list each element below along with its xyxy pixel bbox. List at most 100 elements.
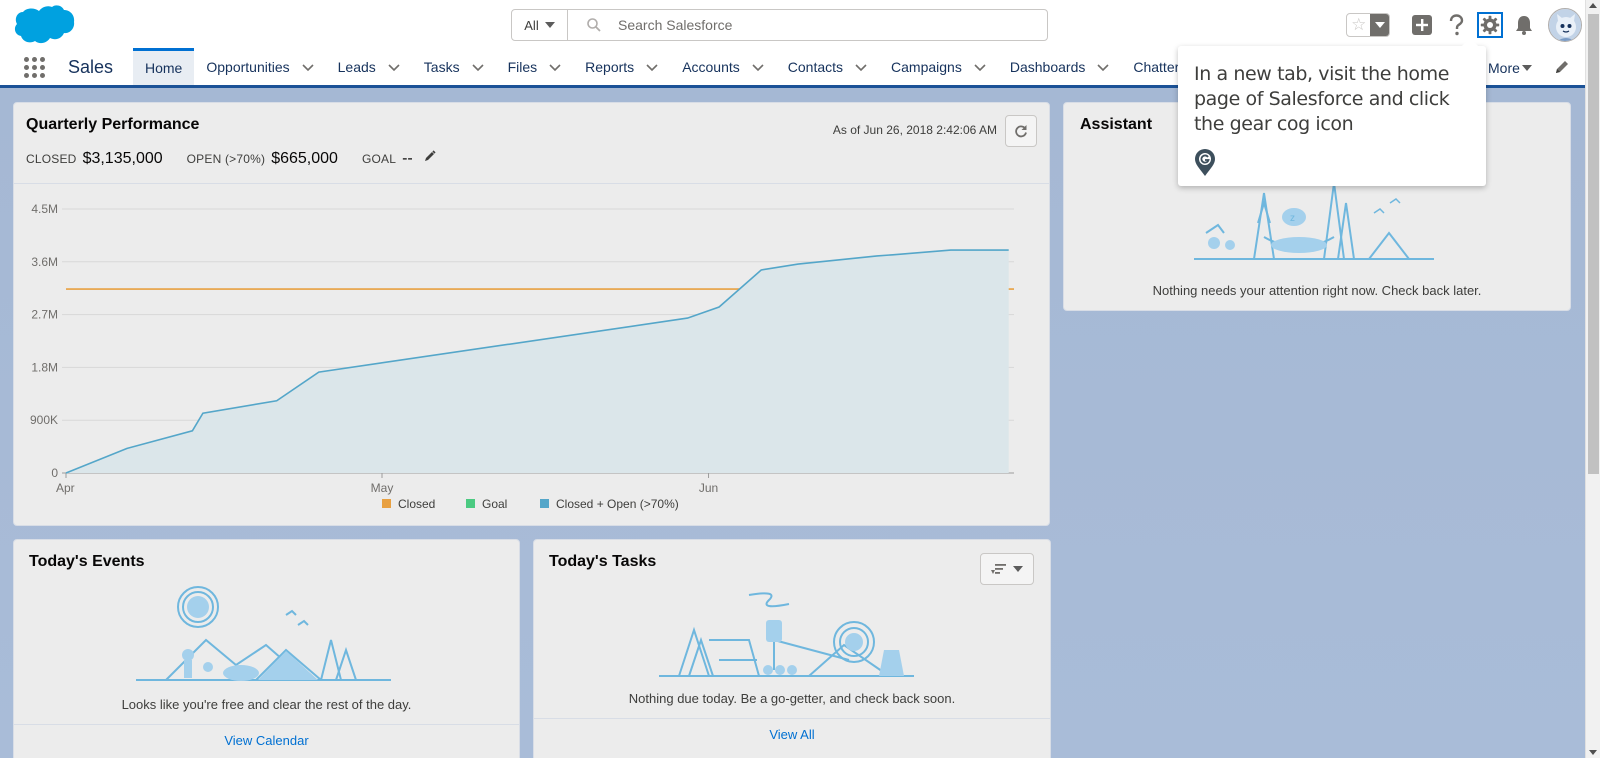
nav-tab-label: Dashboards xyxy=(1009,58,1086,75)
legend-swatch xyxy=(382,499,391,508)
nav-tab-campaigns[interactable]: Campaigns xyxy=(879,48,998,85)
favorites-star-icon[interactable]: ☆ xyxy=(1351,15,1367,34)
x-tick-label: Jun xyxy=(699,481,718,495)
nav-tab-label: Contacts xyxy=(787,58,844,75)
assistant-empty-message: Nothing needs your attention right now. … xyxy=(1152,283,1482,298)
search-input[interactable] xyxy=(618,10,1047,40)
tooltip-arrow xyxy=(1462,38,1478,46)
gear-icon xyxy=(1477,12,1503,38)
favorites-list-button[interactable] xyxy=(1370,14,1389,36)
nav-tab-dashboards[interactable]: Dashboards xyxy=(998,48,1122,85)
view-all-tasks-link[interactable]: View All xyxy=(534,718,1050,742)
nav-tab-tasks[interactable]: Tasks xyxy=(412,48,496,85)
events-empty-message: Looks like you're free and clear the res… xyxy=(121,697,412,712)
refresh-button[interactable] xyxy=(1005,115,1037,147)
caret-down-icon xyxy=(1374,22,1385,28)
nav-tab-leads[interactable]: Leads xyxy=(326,48,412,85)
add-icon xyxy=(1412,15,1432,35)
nav-tab-label: Opportunities xyxy=(206,58,290,75)
global-actions-add-icon[interactable] xyxy=(1406,9,1438,41)
favorites-group: ☆ xyxy=(1346,13,1390,37)
x-tick-label: May xyxy=(371,481,394,495)
user-avatar[interactable] xyxy=(1548,8,1582,42)
help-icon[interactable] xyxy=(1440,9,1472,41)
goal-label: GOAL xyxy=(361,152,397,166)
nav-more-menu[interactable]: More xyxy=(1488,60,1532,76)
chevron-down-icon[interactable] xyxy=(646,61,658,73)
goal-value: -- xyxy=(402,150,413,167)
salesforce-logo[interactable] xyxy=(14,5,76,47)
scroll-down-arrow-icon[interactable] xyxy=(1589,750,1597,755)
nav-tab-chatter[interactable]: Chatter xyxy=(1121,48,1191,85)
card-title-todays-events: Today's Events xyxy=(29,553,145,570)
events-empty-illustration xyxy=(136,586,391,681)
card-title-todays-tasks: Today's Tasks xyxy=(549,553,657,570)
legend-label: Goal xyxy=(482,497,507,511)
nav-tab-files[interactable]: Files xyxy=(496,48,574,85)
performance-stats: CLOSED $3,135,000 OPEN (>70%) $665,000 G… xyxy=(26,149,437,168)
tasks-empty-illustration xyxy=(659,592,914,677)
tasks-sort-button[interactable] xyxy=(980,553,1034,585)
walkthrough-tooltip: In a new tab, visit the home page of Sal… xyxy=(1178,38,1486,186)
legend-label: Closed xyxy=(398,497,435,511)
nav-tab-accounts[interactable]: Accounts xyxy=(670,48,776,85)
nav-tab-reports[interactable]: Reports xyxy=(573,48,670,85)
page-scrollbar[interactable] xyxy=(1585,0,1600,758)
nav-tab-label: Reports xyxy=(585,58,635,75)
chevron-down-icon[interactable] xyxy=(472,61,484,73)
nav-tab-opportunities[interactable]: Opportunities xyxy=(194,48,325,85)
nav-tab-label: Chatter xyxy=(1133,58,1180,75)
legend-swatch xyxy=(540,499,549,508)
nav-more-label: More xyxy=(1488,60,1520,76)
app-name: Sales xyxy=(68,57,114,77)
y-tick-label: 900K xyxy=(30,413,58,427)
tasks-empty-message: Nothing due today. Be a go-getter, and c… xyxy=(628,691,956,706)
assistant-empty-illustration: z xyxy=(1194,182,1434,260)
card-divider xyxy=(14,183,1049,184)
quarterly-performance-chart: 0 900K 1.8M 2.7M 3.6M 4.5M Apr May Jun Closed Goal… xyxy=(30,202,1014,511)
chevron-down-icon[interactable] xyxy=(974,61,986,73)
chevron-down-icon[interactable] xyxy=(752,61,764,73)
card-title-quarterly-performance: Quarterly Performance xyxy=(26,116,200,133)
nav-tab-label: Leads xyxy=(337,58,376,75)
view-calendar-link[interactable]: View Calendar xyxy=(14,724,519,748)
guide-pin-icon[interactable] xyxy=(1194,149,1216,177)
chevron-down-icon[interactable] xyxy=(855,61,867,73)
y-tick-label: 1.8M xyxy=(31,360,58,374)
legend-label: Closed + Open (>70%) xyxy=(556,497,679,511)
edit-nav-pencil-icon[interactable] xyxy=(1553,58,1571,76)
sort-list-icon xyxy=(991,564,1006,574)
search-icon xyxy=(587,18,601,32)
global-search: All xyxy=(511,9,1048,41)
nav-tab-label: Home xyxy=(145,60,183,76)
setup-gear-button[interactable] xyxy=(1474,9,1506,41)
header-actions: ☆ xyxy=(1346,8,1582,42)
quarterly-performance-card: Quarterly Performance As of Jun 26, 2018… xyxy=(13,102,1050,526)
series-area-closed-plus-open xyxy=(66,250,1009,473)
chevron-down-icon[interactable] xyxy=(302,61,314,73)
open-value: $665,000 xyxy=(271,150,338,167)
nav-tab-label: Campaigns xyxy=(891,58,962,75)
y-tick-label: 2.7M xyxy=(31,308,58,322)
notifications-bell-icon[interactable] xyxy=(1508,9,1540,41)
scroll-up-arrow-icon[interactable] xyxy=(1589,3,1597,8)
global-header: All ☆ xyxy=(0,0,1585,48)
chevron-down-icon[interactable] xyxy=(549,61,561,73)
refresh-icon xyxy=(1015,125,1027,138)
app-launcher-icon[interactable] xyxy=(24,57,46,79)
chevron-down-icon[interactable] xyxy=(1097,61,1109,73)
card-title-assistant: Assistant xyxy=(1080,116,1153,133)
nav-tab-label: Tasks xyxy=(423,58,460,75)
edit-goal-pencil-icon[interactable] xyxy=(423,149,437,163)
series-line-closed-open-70- xyxy=(65,249,1009,474)
nav-tab-contacts[interactable]: Contacts xyxy=(776,48,879,85)
y-tick-label: 4.5M xyxy=(31,202,58,216)
y-tick-label: 0 xyxy=(51,466,58,480)
scrollbar-thumb[interactable] xyxy=(1588,14,1599,474)
chevron-down-icon[interactable] xyxy=(388,61,400,73)
legend-swatch xyxy=(466,499,475,508)
search-scope-dropdown[interactable]: All xyxy=(512,10,568,40)
nav-tab-home[interactable]: Home xyxy=(133,48,195,85)
caret-down-icon xyxy=(544,22,555,28)
nav-tabs: Home Opportunities Leads Tasks Files Reports A… xyxy=(133,48,1191,85)
